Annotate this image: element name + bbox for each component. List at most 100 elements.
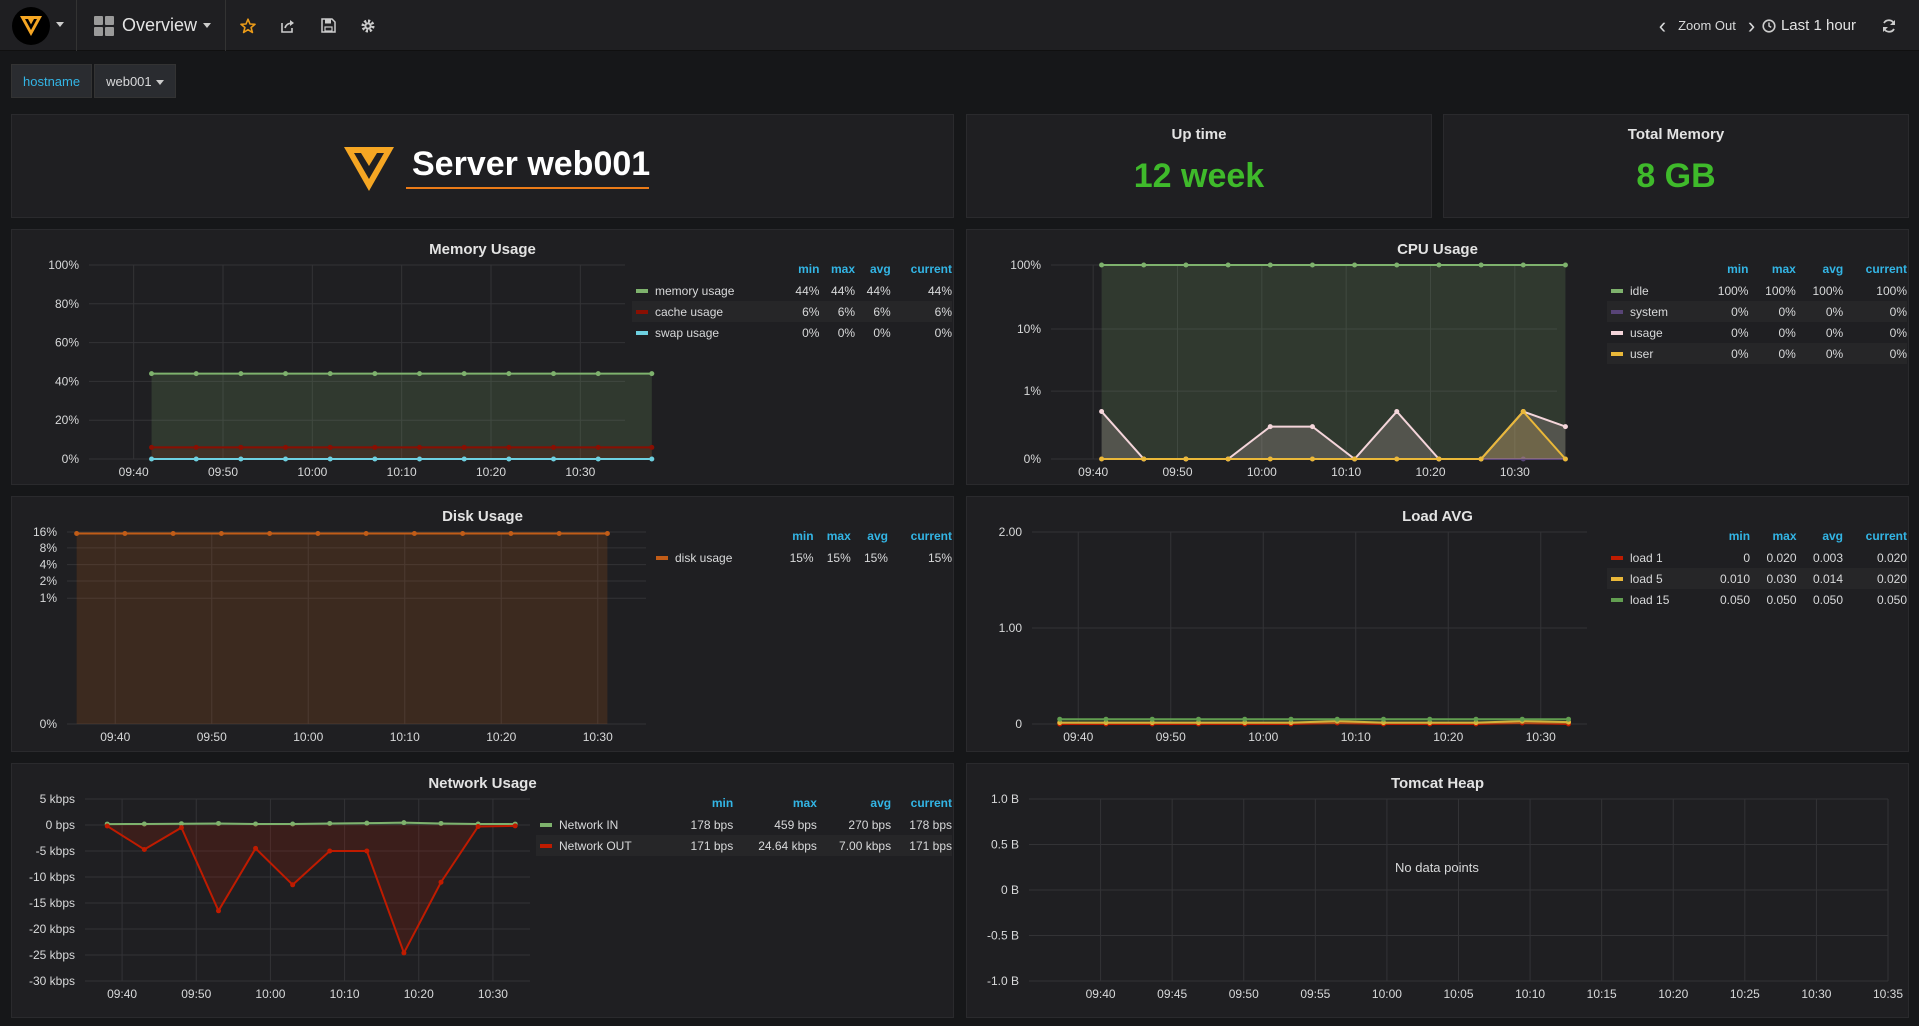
x-tick-label: 09:50 — [208, 465, 238, 479]
series-line-user — [1101, 410, 1567, 460]
memory-usage-graph[interactable]: 100% 80% 60% 40% 20% 0% 09:40 09:50 10:00 10:10 10… — [12, 230, 955, 486]
legend-series-name[interactable]: swap usage — [632, 322, 784, 343]
network-usage-graph[interactable]: 5 kbps 0 bps -5 kbps -10 kbps -15 kbps -20 kb… — [12, 764, 955, 1019]
time-range-picker[interactable]: Last 1 hour — [1759, 0, 1859, 51]
legend-stat-value: 0% — [1731, 325, 1749, 340]
data-point — [372, 456, 378, 462]
tomcat-heap-graph[interactable]: 1.0 B 0.5 B 0 B -0.5 B -1.0 B 09:40 09:45 09:50… — [967, 764, 1910, 1019]
legend-header-spacer — [1607, 262, 1701, 280]
data-point — [216, 908, 221, 914]
variable-dropdown-hostname[interactable]: web001 — [94, 64, 176, 98]
legend-series-name[interactable]: usage — [1607, 322, 1701, 343]
legend-swatch — [1611, 289, 1623, 294]
legend-series-name[interactable]: Network OUT — [536, 835, 673, 856]
data-point — [1436, 262, 1442, 268]
legend-row[interactable]: load 5 0.010 0.030 0.014 0.020 — [1607, 568, 1907, 589]
legend-row[interactable]: disk usage 15% 15% 15% 15% — [652, 547, 952, 568]
graph-panel-memory-usage: Memory Usage 100% 80% 60% 40% 20% 0% 09:40 09:5… — [11, 229, 954, 485]
x-tick-label: 10:30 — [565, 465, 595, 479]
legend-series-name[interactable]: system — [1607, 301, 1702, 322]
settings-button[interactable] — [348, 0, 388, 51]
legend-series-name[interactable]: disk usage — [652, 547, 776, 568]
x-tick-label: 10:00 — [1248, 730, 1278, 744]
legend-series-name[interactable]: cache usage — [632, 301, 784, 322]
legend-row[interactable]: usage 0% 0% 0% 0% — [1607, 322, 1907, 343]
load-avg-graph[interactable]: 2.00 1.00 0 09:40 09:50 10:00 10:10 10:20 10:30 — [967, 497, 1910, 753]
legend-series-name[interactable]: idle — [1607, 280, 1701, 301]
legend-swatch — [1611, 556, 1623, 561]
data-point — [1288, 720, 1294, 726]
x-tick-label: 10:00 — [1372, 987, 1402, 1001]
x-tick-label: 10:20 — [1415, 465, 1445, 479]
graph-legend: min max avg current Network IN 178 bps 459 bps… — [536, 796, 952, 856]
legend-stat-value: 0% — [1843, 301, 1907, 322]
legend-stat-value: 44% — [795, 283, 820, 298]
data-point — [649, 456, 655, 462]
legend-table: min max avg current load 1 0 0.020 0.003 0.020 lo… — [1607, 529, 1907, 610]
series-area-idle — [1101, 265, 1566, 459]
legend-row[interactable]: Network OUT 171 bps 24.64 kbps 7.00 kbps 171… — [536, 835, 952, 856]
data-point — [1057, 720, 1063, 726]
data-point — [372, 371, 378, 377]
legend-header-min: min — [792, 529, 814, 543]
legend-series-name[interactable]: memory usage — [632, 280, 784, 301]
legend-row[interactable]: cache usage 6% 6% 6% 6% — [632, 301, 952, 322]
y-tick-label: -0.5 B — [987, 929, 1019, 943]
legend-header-min: min — [798, 262, 820, 276]
navbar-divider — [76, 0, 77, 51]
dashboard-picker[interactable]: Overview — [94, 0, 218, 51]
x-tick-label: 09:40 — [100, 730, 130, 744]
data-point — [283, 371, 289, 377]
legend-stat-value: 0% — [1701, 343, 1749, 364]
share-button[interactable] — [268, 0, 308, 51]
legend-row[interactable]: memory usage 44% 44% 44% 44% — [632, 280, 952, 301]
data-point — [149, 456, 155, 462]
save-button[interactable] — [308, 0, 348, 51]
legend-row[interactable]: user 0% 0% 0% 0% — [1607, 343, 1907, 364]
series-area-memory-usage — [151, 373, 652, 459]
x-tick-label: 09:50 — [1229, 987, 1259, 1001]
y-tick-label: 8% — [40, 541, 58, 555]
x-tick-label: 10:30 — [1801, 987, 1831, 1001]
data-point — [1267, 424, 1273, 430]
legend-row[interactable]: system 0% 0% 0% 0% — [1607, 301, 1907, 322]
chevron-right-icon[interactable]: › — [1747, 12, 1756, 38]
legend-series-name[interactable]: Network IN — [536, 814, 672, 835]
legend-series-name[interactable]: load 15 — [1607, 589, 1704, 610]
data-point — [595, 444, 601, 450]
x-tick-label: 09:50 — [197, 730, 227, 744]
disk-usage-graph[interactable]: 16% 8% 4% 2% 1% 0% 09:40 09:50 10:00 10:10 10:20 10… — [12, 497, 955, 753]
legend-row[interactable]: Network IN 178 bps 459 bps 270 bps 178 bps — [536, 814, 952, 835]
dashboard-grid-icon — [94, 15, 114, 36]
legend-row[interactable]: idle 100% 100% 100% 100% — [1607, 280, 1907, 301]
panel-title: Up time — [1171, 126, 1227, 143]
main-menu-button[interactable] — [0, 0, 76, 51]
cpu-usage-graph[interactable]: 100% 10% 1% 0% 09:40 09:50 10:00 10:10 10:20 10:3… — [967, 230, 1910, 486]
chevron-left-icon[interactable]: ‹ — [1658, 12, 1667, 38]
legend-stat-value: 0.050 — [1876, 592, 1907, 607]
data-point — [461, 456, 467, 462]
legend-stat-value: 15% — [789, 550, 814, 565]
data-point — [1242, 716, 1248, 722]
y-tick-label: 10% — [1017, 322, 1041, 336]
data-point — [1288, 716, 1294, 722]
y-tick-label: 2% — [40, 574, 58, 588]
y-tick-label: -20 kbps — [29, 922, 75, 936]
legend-header-max: max — [1771, 262, 1796, 276]
legend-row[interactable]: swap usage 0% 0% 0% 0% — [632, 322, 952, 343]
x-tick-label: 10:00 — [293, 730, 323, 744]
series-line-load-1 — [1059, 722, 1569, 725]
x-tick-label: 10:10 — [1341, 730, 1371, 744]
legend-row[interactable]: load 1 0 0.020 0.003 0.020 — [1607, 547, 1907, 568]
star-button[interactable] — [228, 0, 268, 51]
legend-row[interactable]: load 15 0.050 0.050 0.050 0.050 — [1607, 589, 1907, 610]
zoom-out-button[interactable]: Zoom Out — [1678, 18, 1736, 33]
legend-series-name[interactable]: load 1 — [1607, 547, 1704, 568]
refresh-button[interactable] — [1871, 0, 1907, 51]
data-point — [149, 444, 155, 450]
legend-series-name[interactable]: load 5 — [1607, 568, 1704, 589]
legend-stat-value: 0% — [1843, 343, 1907, 364]
x-tick-label: 10:15 — [1587, 987, 1617, 1001]
legend-series-name[interactable]: user — [1607, 343, 1702, 364]
x-tick-label: 10:00 — [255, 987, 285, 1001]
